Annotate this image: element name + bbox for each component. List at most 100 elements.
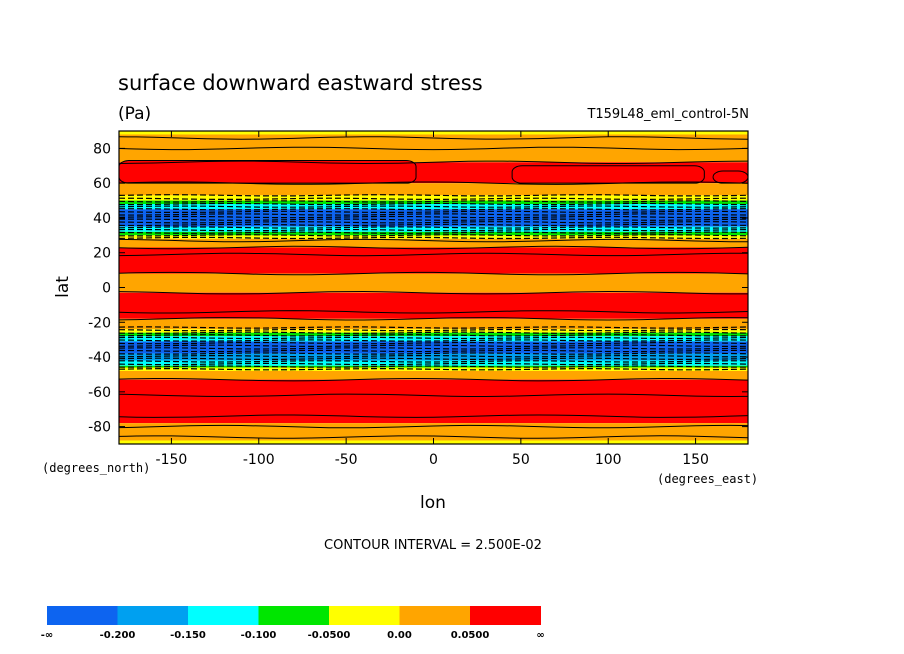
y-tick-label: 20 [93, 246, 111, 262]
contour-patch-1 [511, 165, 705, 184]
solid-contour-7 [118, 271, 749, 276]
x-tick-label: -100 [243, 452, 275, 468]
contour-band-23 [119, 367, 748, 371]
legend-label: ∞ [536, 630, 544, 641]
dashed-contour-30 [118, 360, 748, 363]
legend-swatch-0 [47, 606, 118, 625]
y-tick-label: -20 [88, 315, 111, 331]
solid-contour-4 [118, 238, 748, 243]
legend-label: -∞ [41, 630, 53, 641]
dashed-contour-21 [118, 336, 749, 340]
y-tick-label: 60 [93, 176, 111, 192]
x-unit-label: (degrees_east) [657, 472, 758, 486]
contour-band-6 [119, 204, 748, 210]
dashed-contour-20 [118, 334, 749, 337]
dashed-contour-0 [118, 194, 749, 197]
solid-contour-lines [118, 136, 749, 439]
legend-label: -0.100 [241, 630, 277, 641]
dashed-contour-23 [118, 341, 749, 345]
dashed-contour-18 [118, 328, 749, 332]
dashed-contour-2 [118, 200, 749, 203]
dashed-contour-9 [119, 218, 749, 221]
dashed-contour-10 [118, 221, 749, 224]
dashed-contour-33 [118, 367, 749, 371]
legend-swatch-4 [329, 606, 400, 625]
contour-band-8 [119, 226, 748, 232]
contour-band-24 [119, 370, 748, 380]
x-axis-ticks: -150 -100 -50 0 50 100 150 [156, 131, 709, 468]
dashed-contour-26 [118, 349, 748, 353]
legend-swatch-5 [399, 606, 471, 625]
dashed-contour-8 [118, 215, 749, 219]
y-tick-label: -40 [88, 350, 111, 366]
contour-band-15 [119, 318, 748, 330]
dashed-contour-15 [118, 234, 749, 237]
solid-contour-12 [118, 393, 749, 398]
legend-label: -0.200 [100, 630, 136, 641]
solid-contour-6 [118, 252, 748, 257]
x-tick-label: 50 [512, 452, 530, 468]
chart-title: surface downward eastward stress [118, 71, 483, 95]
x-axis-label: lon [420, 493, 446, 513]
contour-interval-text: CONTOUR INTERVAL = 2.500E-02 [324, 538, 542, 553]
legend-swatch-3 [258, 606, 330, 625]
solid-contour-11 [118, 377, 749, 382]
x-tick-label: -150 [156, 452, 188, 468]
solid-contour-8 [118, 290, 748, 295]
solid-contour-3 [118, 181, 749, 185]
dashed-contour-14 [118, 231, 749, 234]
solid-contour-13 [118, 414, 749, 418]
legend-label: -0.150 [170, 630, 206, 641]
contour-fill-patches [118, 160, 749, 184]
dashed-contour-12 [118, 226, 749, 229]
dashed-contour-7 [118, 213, 749, 216]
contour-band-21 [119, 360, 748, 366]
x-tick-label: 0 [429, 452, 438, 468]
dashed-contour-5 [119, 208, 749, 211]
solid-contour-1 [118, 146, 749, 151]
contour-patch-2 [712, 170, 749, 184]
y-axis-label: lat [53, 276, 73, 298]
plot-area [118, 130, 749, 445]
y-unit-label: (degrees_north) [42, 461, 150, 475]
contour-band-13 [119, 273, 748, 293]
units-label: (Pa) [118, 104, 151, 124]
dashed-contour-4 [118, 205, 749, 208]
contour-fill-bands [119, 131, 748, 444]
legend-label: 0.0500 [451, 630, 490, 641]
solid-contour-5 [118, 245, 749, 250]
contour-band-12 [119, 247, 748, 274]
x-tick-label: 150 [682, 452, 709, 468]
y-axis-ticks: -80 -60 -40 -20 0 20 40 60 80 [88, 141, 748, 436]
contour-band-18 [119, 336, 748, 342]
contour-band-3 [119, 183, 748, 196]
run-label: T159L48_eml_control-5N [586, 107, 749, 122]
contour-band-10 [119, 235, 748, 239]
x-tick-label: -50 [335, 452, 358, 468]
legend-swatch-6 [470, 606, 541, 625]
solid-contour-10 [118, 317, 749, 321]
dashed-contour-22 [118, 339, 749, 342]
solid-contour-2 [118, 160, 749, 165]
dashed-contour-lines [118, 194, 749, 371]
legend-label: 0.00 [387, 630, 412, 641]
dashed-contour-29 [118, 357, 749, 360]
legend-swatch-1 [117, 606, 189, 625]
solid-contour-14 [118, 424, 749, 429]
dashed-contour-3 [119, 202, 749, 206]
dashed-contour-17 [118, 326, 749, 329]
dashed-contour-32 [118, 365, 748, 368]
contour-band-17 [119, 332, 748, 337]
dashed-contour-28 [118, 355, 749, 358]
dashed-contour-16 [118, 236, 749, 240]
solid-contour-15 [118, 435, 749, 439]
legend-swatch-2 [188, 606, 259, 625]
dashed-contour-31 [118, 362, 749, 366]
color-legend: -∞ -0.200 -0.150 -0.100 -0.0500 0.00 0.0500 ∞ [41, 606, 545, 641]
dashed-contour-6 [118, 210, 749, 213]
dashed-contour-13 [118, 228, 749, 232]
legend-label: -0.0500 [308, 630, 351, 641]
contour-band-20 [119, 353, 748, 361]
y-tick-label: 40 [93, 211, 111, 227]
